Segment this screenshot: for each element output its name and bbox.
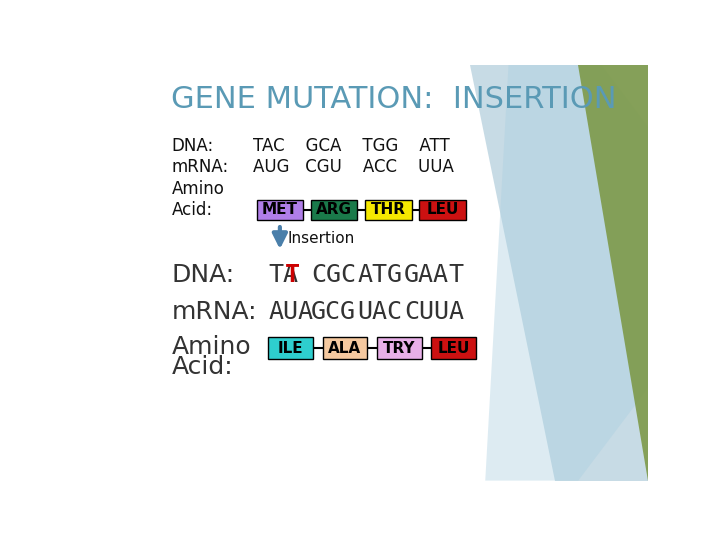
FancyBboxPatch shape — [256, 200, 303, 220]
Text: Acid:: Acid: — [171, 201, 212, 219]
Text: ILE: ILE — [278, 341, 304, 356]
Text: MET: MET — [262, 202, 298, 217]
Polygon shape — [578, 65, 648, 481]
Text: Acid:: Acid: — [171, 355, 233, 379]
Text: ALA: ALA — [328, 341, 361, 356]
FancyBboxPatch shape — [323, 338, 367, 359]
FancyBboxPatch shape — [377, 338, 422, 359]
Text: UAC: UAC — [357, 300, 402, 324]
Text: GENE MUTATION:  INSERTION: GENE MUTATION: INSERTION — [171, 85, 617, 114]
Text: CGC: CGC — [311, 263, 356, 287]
Text: AUA: AUA — [269, 300, 313, 324]
Text: LEU: LEU — [437, 341, 469, 356]
FancyBboxPatch shape — [419, 200, 466, 220]
Text: mRNA:: mRNA: — [171, 158, 229, 176]
Text: LEU: LEU — [426, 202, 459, 217]
Text: TA: TA — [269, 263, 298, 287]
Text: GAA: GAA — [404, 263, 449, 287]
Text: THR: THR — [371, 202, 406, 217]
Text: Insertion: Insertion — [287, 231, 355, 246]
Text: A: A — [448, 300, 463, 324]
Text: DNA:: DNA: — [171, 263, 235, 287]
Text: mRNA:: mRNA: — [171, 300, 257, 324]
Polygon shape — [485, 65, 648, 481]
Text: CUU: CUU — [404, 300, 449, 324]
Text: GCG: GCG — [311, 300, 356, 324]
FancyBboxPatch shape — [269, 338, 313, 359]
Text: ATG: ATG — [357, 263, 402, 287]
Text: AUG   CGU    ACC    UUA: AUG CGU ACC UUA — [253, 158, 454, 176]
Text: Amino: Amino — [171, 180, 224, 198]
Text: T: T — [285, 263, 300, 287]
Polygon shape — [469, 65, 648, 481]
Text: ARG: ARG — [316, 202, 352, 217]
Text: Amino: Amino — [171, 335, 251, 359]
Text: TRY: TRY — [383, 341, 415, 356]
FancyBboxPatch shape — [311, 200, 357, 220]
Text: T: T — [448, 263, 463, 287]
FancyBboxPatch shape — [365, 200, 412, 220]
Text: DNA:: DNA: — [171, 137, 214, 154]
FancyBboxPatch shape — [431, 338, 476, 359]
Text: TAC    GCA    TGG    ATT: TAC GCA TGG ATT — [253, 137, 449, 154]
